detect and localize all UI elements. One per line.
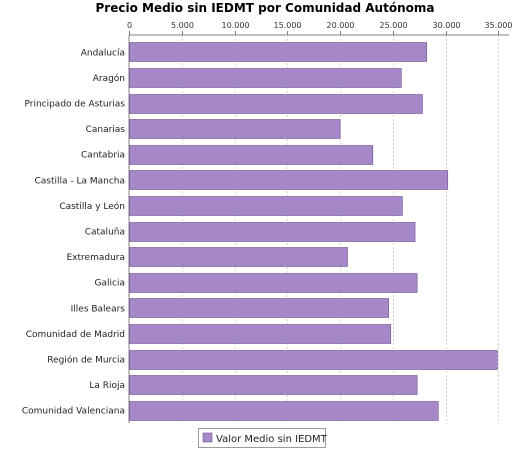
category-label: Andalucía [81, 48, 125, 58]
bar [129, 350, 498, 370]
bar [129, 68, 402, 88]
bars [129, 42, 498, 421]
category-label: Principado de Asturias [24, 100, 125, 110]
bar [129, 196, 403, 216]
category-label: Castilla - La Mancha [34, 176, 125, 186]
chart-title: Precio Medio sin IEDMT por Comunidad Aut… [96, 1, 435, 15]
category-label: La Rioja [89, 381, 125, 391]
bar [129, 247, 348, 267]
bar [129, 273, 418, 293]
legend-label: Valor Medio sin IEDMT [216, 434, 328, 445]
x-tick-label: 15.000 [274, 21, 302, 30]
category-label: Cataluña [85, 228, 125, 238]
category-label: Galicia [95, 279, 125, 289]
bar [129, 401, 439, 421]
bar [129, 375, 418, 395]
category-label: Canarias [86, 125, 126, 135]
bar [129, 170, 449, 190]
legend: Valor Medio sin IEDMT [198, 428, 328, 448]
bar [129, 222, 416, 242]
legend-box [198, 428, 326, 448]
category-label: Comunidad Valenciana [22, 407, 125, 417]
x-tick-label: 5.000 [171, 21, 194, 30]
bar [129, 298, 389, 318]
category-label: Extremadura [67, 253, 126, 263]
bar [129, 119, 341, 139]
x-axis-ticks: 0 5.000 10.000 15.000 20.000 25.000 30.000 35.0… [127, 21, 513, 35]
x-tick-label: 10.000 [222, 21, 250, 30]
x-tick-label: 30.000 [433, 21, 461, 30]
bar [129, 42, 427, 62]
category-label: Comunidad de Madrid [26, 330, 125, 340]
category-label: Castilla y León [59, 201, 125, 212]
x-tick-label: 35.000 [485, 21, 513, 30]
bar [129, 94, 423, 114]
x-tick-label: 20.000 [327, 21, 355, 30]
bar [129, 145, 374, 165]
category-label: Región de Murcia [47, 355, 125, 366]
legend-swatch [202, 432, 213, 443]
bar [129, 324, 392, 344]
x-tick-label: 0 [127, 21, 132, 30]
category-label: Cantabria [81, 151, 125, 161]
category-labels: Andalucía Aragón Principado de Asturias Can… [22, 48, 125, 416]
category-label: Aragón [93, 73, 125, 84]
x-tick-label: 25.000 [380, 21, 408, 30]
category-label: Illes Balears [71, 304, 126, 314]
